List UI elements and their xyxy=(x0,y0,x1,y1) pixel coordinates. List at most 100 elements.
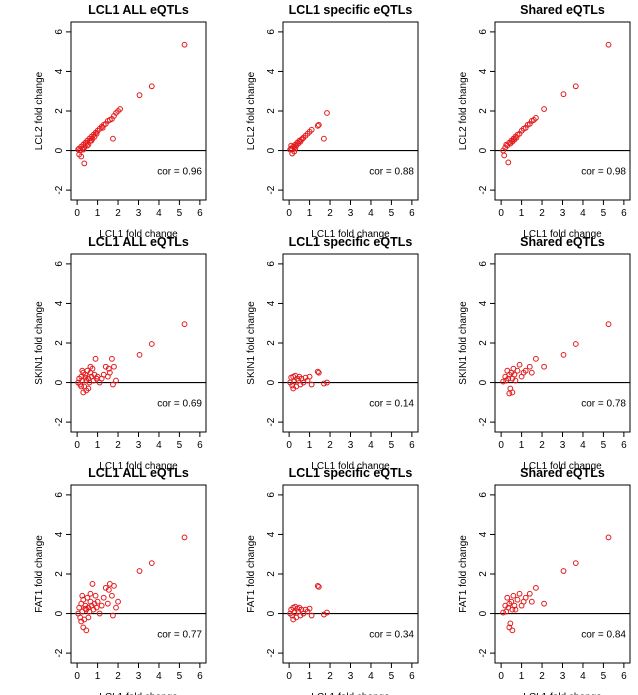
scatter-panel: Shared eQTLs 0 1 2 3 4 5 6 -2 0 2 4 6 LCL1 fold chang… xyxy=(458,235,631,472)
data-point xyxy=(113,604,119,611)
y-tick-label: 0 xyxy=(54,379,65,385)
y-tick-label: 4 xyxy=(54,531,65,537)
y-tick-label: 2 xyxy=(54,340,65,346)
data-point xyxy=(290,385,297,392)
y-axis-label: LCL2 fold change xyxy=(458,71,469,150)
y-tick-label: -2 xyxy=(266,648,277,657)
x-axis-label: LCL1 fold change xyxy=(523,692,602,695)
y-axis-label: SKIN1 fold change xyxy=(458,301,469,385)
x-tick-label: 4 xyxy=(368,671,374,682)
y-tick-label: 6 xyxy=(266,261,277,267)
x-tick-label: 1 xyxy=(307,208,313,219)
x-tick-label: 0 xyxy=(498,440,504,451)
data-point xyxy=(81,160,88,167)
x-tick-label: 3 xyxy=(560,671,566,682)
x-tick-label: 4 xyxy=(368,440,374,451)
data-point xyxy=(509,627,516,634)
data-point xyxy=(509,389,516,396)
data-point xyxy=(541,600,547,607)
data-point xyxy=(511,371,518,378)
data-point xyxy=(80,624,87,631)
x-tick-label: 0 xyxy=(74,671,80,682)
panel-title: LCL1 specific eQTLs xyxy=(289,235,413,249)
y-axis-label: FAT1 fold change xyxy=(458,535,469,613)
data-point xyxy=(514,596,521,603)
panel-title: LCL1 ALL eQTLs xyxy=(88,3,189,17)
y-tick-label: 6 xyxy=(54,29,65,35)
data-point xyxy=(522,594,529,601)
y-tick-label: 4 xyxy=(478,68,489,74)
scatter-panel: LCL1 ALL eQTLs 0 1 2 3 4 5 6 -2 0 2 4 6 LCL1 fold cha… xyxy=(34,3,207,240)
data-point xyxy=(513,134,520,141)
x-tick-label: 6 xyxy=(197,671,203,682)
correlation-label: cor = 0.84 xyxy=(581,629,626,640)
x-tick-label: 5 xyxy=(177,440,183,451)
x-tick-label: 0 xyxy=(498,671,504,682)
data-point xyxy=(510,592,517,599)
data-point xyxy=(105,586,112,593)
data-point xyxy=(299,135,306,142)
data-point xyxy=(533,115,539,121)
panel-title: Shared eQTLs xyxy=(520,3,605,17)
y-tick-label: -2 xyxy=(478,185,489,194)
x-tick-label: 1 xyxy=(519,208,525,219)
y-tick-label: 0 xyxy=(54,610,65,616)
x-tick-label: 6 xyxy=(621,440,627,451)
data-point xyxy=(110,381,116,388)
x-tick-label: 3 xyxy=(348,208,354,219)
x-tick-label: 1 xyxy=(95,671,101,682)
y-axis-label: FAT1 fold change xyxy=(246,535,257,613)
data-point xyxy=(506,390,513,397)
x-tick-label: 6 xyxy=(197,208,203,219)
x-tick-label: 3 xyxy=(136,440,142,451)
y-axis-label: SKIN1 fold change xyxy=(246,301,257,385)
x-tick-label: 6 xyxy=(409,440,415,451)
y-tick-label: 4 xyxy=(54,68,65,74)
panel-title: LCL1 specific eQTLs xyxy=(289,466,413,480)
data-point xyxy=(291,609,298,616)
data-point xyxy=(324,609,330,616)
data-point xyxy=(110,612,116,619)
data-point xyxy=(82,605,89,612)
y-tick-label: 0 xyxy=(266,379,277,385)
x-tick-label: 5 xyxy=(177,208,183,219)
y-tick-label: -2 xyxy=(266,417,277,426)
x-tick-label: 3 xyxy=(348,440,354,451)
correlation-label: cor = 0.14 xyxy=(369,398,414,409)
y-tick-label: 2 xyxy=(266,108,277,114)
data-point xyxy=(321,380,327,387)
data-point xyxy=(111,363,117,370)
data-point xyxy=(84,142,91,149)
data-point xyxy=(314,122,321,129)
panel-title: Shared eQTLs xyxy=(520,235,605,249)
x-tick-label: 6 xyxy=(409,208,415,219)
data-point xyxy=(92,592,99,599)
x-tick-label: 0 xyxy=(74,440,80,451)
y-tick-label: 4 xyxy=(54,300,65,306)
x-tick-label: 6 xyxy=(197,440,203,451)
data-point xyxy=(514,367,521,374)
data-point xyxy=(181,321,188,328)
data-point xyxy=(528,598,535,605)
correlation-label: cor = 0.98 xyxy=(581,166,626,177)
data-point xyxy=(533,355,539,362)
y-tick-label: -2 xyxy=(478,648,489,657)
x-tick-label: 4 xyxy=(156,208,162,219)
data-point xyxy=(321,135,327,142)
y-tick-label: 4 xyxy=(266,68,277,74)
x-tick-label: 2 xyxy=(115,440,121,451)
data-point xyxy=(306,605,313,612)
y-tick-label: 4 xyxy=(266,300,277,306)
data-point xyxy=(500,378,507,385)
x-tick-label: 0 xyxy=(286,671,292,682)
x-tick-label: 2 xyxy=(115,671,121,682)
y-tick-label: 6 xyxy=(266,492,277,498)
data-point xyxy=(501,152,508,159)
x-tick-label: 5 xyxy=(389,208,395,219)
data-point xyxy=(79,377,86,384)
data-point xyxy=(99,124,106,131)
data-point xyxy=(148,560,155,567)
data-point xyxy=(92,355,99,362)
x-tick-label: 2 xyxy=(327,440,333,451)
